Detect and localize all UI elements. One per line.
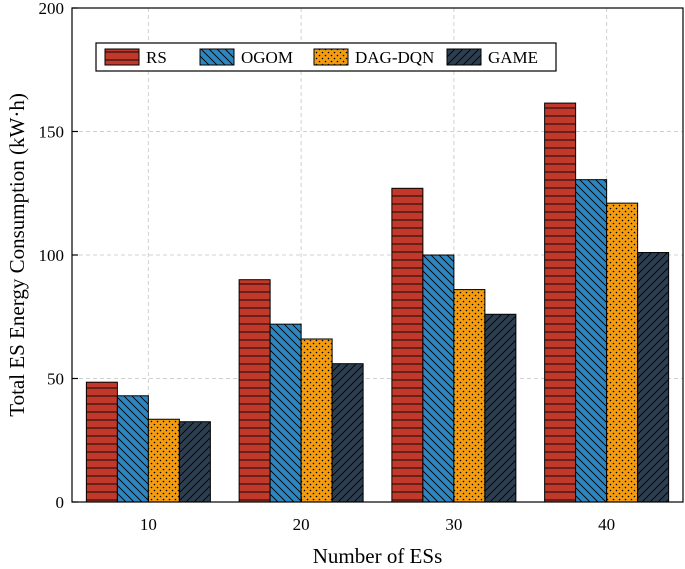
x-tick-label: 20 [293,515,310,534]
legend-label-game: GAME [488,48,538,67]
legend-label-dag-dqn: DAG-DQN [355,48,434,67]
x-tick-label: 30 [445,515,462,534]
legend-label-ogom: OGOM [241,48,293,67]
y-axis-label: Total ES Energy Consumption (kW·h) [5,93,29,417]
x-axis-label: Number of ESs [313,544,443,568]
y-tick-label: 100 [39,246,65,265]
legend-swatch-game [446,48,482,66]
bar-rs-10 [85,381,118,503]
bar-ogom-40 [575,179,608,503]
bar-rs-30 [391,187,424,503]
bar-game-20 [331,363,364,503]
bar-ogom-30 [422,254,455,503]
y-tick-label: 150 [39,123,65,142]
bar-ogom-20 [269,323,302,503]
y-tick-label: 200 [39,0,65,18]
y-tick-label: 0 [56,493,65,512]
legend-swatch-rs [104,48,140,66]
bar-game-40 [637,252,670,503]
bar-rs-20 [238,279,271,503]
axis-ticks: 0 50 100 150 200 10 20 30 40 [39,0,616,534]
bar-rs-40 [544,102,577,503]
bar-dag-dqn-40 [606,202,639,503]
x-tick-label: 40 [598,515,615,534]
legend-label-rs: RS [146,48,167,67]
bars [85,102,670,503]
y-tick-label: 50 [47,370,64,389]
legend: RS OGOM DAG-DQN GAME [95,42,557,72]
x-tick-label: 10 [140,515,157,534]
bar-game-30 [484,313,517,503]
bar-ogom-10 [116,395,149,503]
bar-dag-dqn-20 [300,338,333,503]
legend-swatch-dag-dqn [313,48,349,66]
bar-dag-dqn-30 [453,289,486,503]
bar-game-10 [178,421,211,503]
legend-swatch-ogom [199,48,235,66]
bar-dag-dqn-10 [147,418,180,503]
